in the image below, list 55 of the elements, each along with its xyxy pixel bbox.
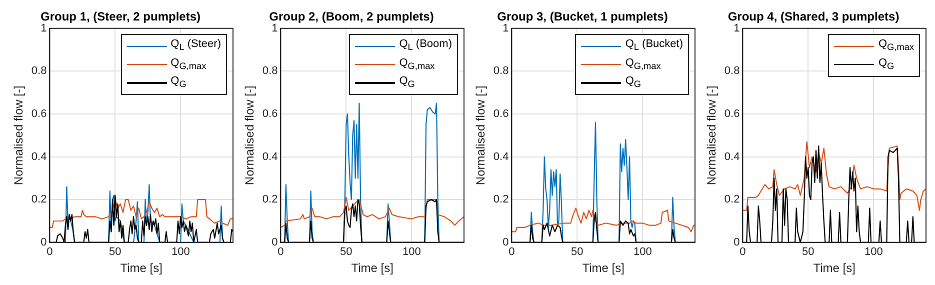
x-tick-label: 100 [864, 246, 883, 258]
y-tick-label: 0.6 [31, 108, 47, 120]
x-tick-label: 50 [802, 246, 814, 258]
y-tick-label: 0.6 [262, 108, 278, 120]
legend-label: Q$_{L}$ (Bucket) [625, 37, 683, 55]
x-tick-label: 50 [340, 246, 352, 258]
x-axis-title: Time [s] [582, 261, 624, 276]
y-axis-title: Normalised flow [-] [474, 86, 488, 186]
y-axis-title: Normalised flow [-] [704, 86, 719, 186]
legend-label: Q$_{G,max}$ [878, 37, 914, 55]
y-tick-label: 0.4 [31, 150, 47, 163]
y-tick-label: 0 [40, 236, 47, 248]
legend-label: Q$_{G,max}$ [170, 56, 206, 73]
y-tick-label: 0.2 [31, 194, 47, 206]
y-tick-label: 0.2 [493, 194, 509, 206]
y-tick-label: 0.6 [493, 108, 509, 120]
y-tick-label: 0.8 [724, 65, 740, 78]
x-axis-title: Time [s] [351, 261, 394, 276]
chart-title: Group 4, (Shared, 3 pumplets) [728, 10, 900, 24]
y-tick-label: 1 [40, 22, 47, 34]
chart-title: Group 2, (Boom, 2 pumplets) [269, 10, 434, 24]
chart-title: Group 1, (Steer, 2 pumplets) [40, 10, 201, 24]
y-axis-title: Normalised flow [-] [12, 86, 26, 186]
y-tick-label: 0.8 [493, 65, 509, 78]
legend-label: Q$_{G}$ [625, 74, 642, 91]
x-tick-label: 100 [171, 246, 190, 258]
x-tick-label: 50 [571, 246, 584, 258]
x-tick-label: 100 [402, 246, 421, 258]
legend-label: Q$_{L}$ (Steer) [170, 37, 221, 55]
legend-label: Q$_{G}$ [399, 74, 415, 91]
y-tick-label: 0 [272, 236, 278, 248]
x-tick-label: 50 [109, 246, 122, 258]
legend-label: Q$_{G,max}$ [625, 56, 661, 73]
y-tick-label: 0.8 [31, 65, 47, 78]
y-tick-label: 0 [734, 236, 740, 248]
y-tick-label: 0 [502, 236, 509, 248]
y-axis-title: Normalised flow [-] [242, 86, 257, 186]
y-tick-label: 0.2 [724, 194, 740, 206]
y-tick-label: 0.4 [493, 150, 509, 163]
y-tick-label: 0.8 [262, 65, 278, 78]
y-tick-label: 1 [272, 22, 278, 34]
legend-label: Q$_{G}$ [878, 56, 894, 73]
legend-label: Q$_{G,max}$ [399, 56, 435, 73]
y-tick-label: 0.4 [724, 150, 740, 163]
x-axis-title: Time [s] [813, 261, 856, 276]
legend-label: Q$_{L}$ (Boom) [399, 37, 452, 55]
y-tick-label: 0.2 [262, 194, 278, 206]
y-tick-label: 0.4 [262, 150, 278, 163]
y-tick-label: 0.6 [724, 108, 740, 120]
x-tick-label: 100 [633, 246, 652, 258]
legend-label: Q$_{G}$ [170, 74, 186, 91]
y-tick-label: 1 [502, 22, 509, 34]
x-axis-title: Time [s] [120, 261, 162, 276]
chart-title: Group 3, (Bucket, 1 pumplets) [497, 10, 668, 24]
y-tick-label: 1 [734, 22, 740, 34]
